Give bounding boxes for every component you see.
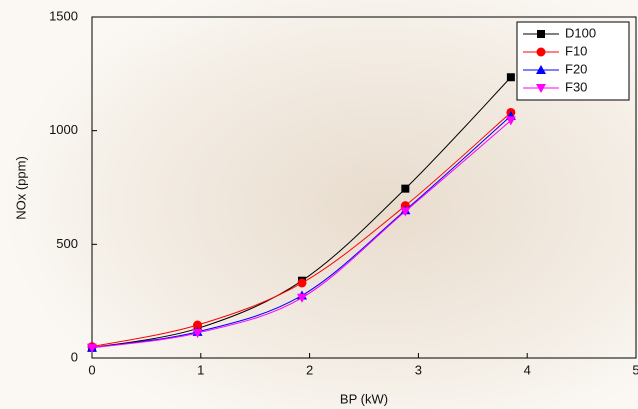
x-tick-label: 3	[415, 362, 422, 377]
x-tick-label: 4	[524, 362, 531, 377]
x-axis-label: BP (kW)	[340, 391, 388, 406]
x-tick-label: 5	[632, 362, 638, 377]
y-tick-label: 500	[56, 236, 78, 251]
marker	[401, 185, 409, 193]
legend-marker	[537, 48, 546, 57]
legend-label: D100	[565, 25, 596, 40]
chart: NOx (ppm) BP (kW) 0 1 2 3 4 5 0 500 1000 1500 D100…	[0, 0, 638, 409]
page: {"chart_data": {"type": "line", "x_label…	[0, 0, 638, 409]
legend-label: F30	[565, 79, 587, 94]
marker	[507, 73, 515, 81]
y-tick-label: 1000	[49, 122, 78, 137]
x-tick-label: 1	[197, 362, 204, 377]
y-axis-label: NOx (ppm)	[13, 156, 28, 220]
x-tick-label: 0	[88, 362, 95, 377]
x-tick-label: 2	[306, 362, 313, 377]
legend-label: F20	[565, 61, 587, 76]
y-tick-label: 1500	[49, 8, 78, 23]
legend-label: F10	[565, 43, 587, 58]
marker	[297, 278, 306, 287]
y-tick-label: 0	[71, 349, 78, 364]
legend-marker	[537, 30, 545, 38]
